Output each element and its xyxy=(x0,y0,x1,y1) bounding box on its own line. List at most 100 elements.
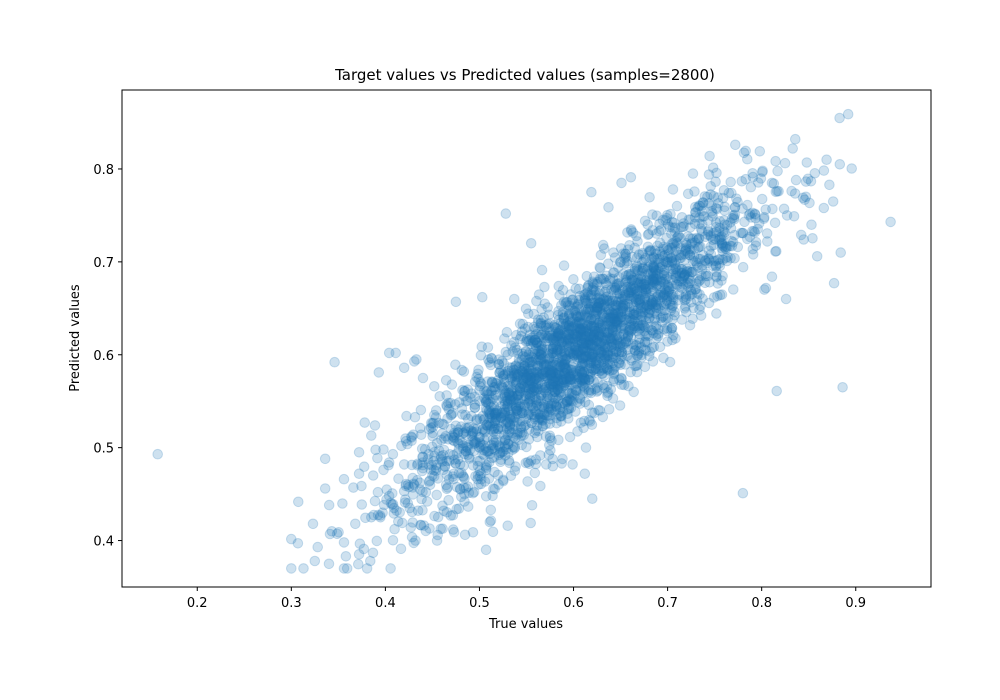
scatter-point xyxy=(754,146,766,157)
scatter-point xyxy=(611,278,623,290)
scatter-point xyxy=(559,362,571,373)
scatter-point xyxy=(824,179,835,191)
scatter-point xyxy=(361,563,373,574)
scatter-point xyxy=(323,558,335,570)
scatter-point xyxy=(473,364,484,376)
scatter-point xyxy=(543,400,554,412)
scatter-point xyxy=(487,393,499,405)
scatter-point xyxy=(548,336,560,348)
scatter-point xyxy=(366,512,377,523)
scatter-point xyxy=(596,346,608,358)
scatter-point xyxy=(781,210,793,221)
scatter-point xyxy=(749,208,761,220)
scatter-point xyxy=(408,537,420,549)
scatter-point xyxy=(431,437,443,449)
scatter-point xyxy=(546,372,558,384)
scatter-point xyxy=(537,343,548,355)
scatter-point xyxy=(540,360,551,371)
scatter-point xyxy=(593,298,605,309)
scatter-point xyxy=(443,494,454,506)
scatter-point xyxy=(400,480,412,492)
scatter-point xyxy=(577,344,589,356)
scatter-point xyxy=(423,459,434,470)
scatter-point xyxy=(711,266,722,278)
scatter-point xyxy=(699,211,710,222)
scatter-point xyxy=(462,423,473,434)
scatter-point xyxy=(529,467,541,479)
scatter-point xyxy=(693,241,705,253)
scatter-point xyxy=(514,427,526,439)
scatter-point xyxy=(562,395,574,407)
scatter-point xyxy=(505,470,517,482)
scatter-point xyxy=(624,240,635,251)
scatter-point xyxy=(563,322,575,334)
scatter-point xyxy=(702,191,713,203)
scatter-point xyxy=(579,468,591,480)
scatter-point xyxy=(644,245,655,257)
scatter-point xyxy=(582,282,593,294)
scatter-point xyxy=(523,407,534,419)
scatter-point xyxy=(476,473,487,485)
scatter-point xyxy=(369,420,381,431)
scatter-point xyxy=(451,481,463,493)
scatter-point xyxy=(772,165,783,177)
scatter-point xyxy=(629,265,641,277)
scatter-point xyxy=(554,290,565,301)
scatter-point xyxy=(487,490,498,502)
scatter-point xyxy=(747,243,759,255)
scatter-point xyxy=(621,281,633,293)
scatter-point xyxy=(835,247,847,258)
scatter-point xyxy=(771,385,783,397)
scatter-point xyxy=(770,246,781,257)
scatter-point xyxy=(587,284,598,296)
scatter-point xyxy=(484,408,496,420)
scatter-point xyxy=(821,154,832,165)
scatter-point xyxy=(558,336,570,348)
scatter-point xyxy=(599,383,610,394)
scatter-point xyxy=(446,379,458,390)
scatter-point xyxy=(430,412,442,423)
scatter-point xyxy=(480,491,492,502)
scatter-point xyxy=(424,479,436,491)
scatter-point xyxy=(512,369,524,380)
scatter-point xyxy=(573,311,585,322)
scatter-point xyxy=(665,324,677,335)
scatter-point xyxy=(637,263,649,274)
scatter-point xyxy=(615,243,627,254)
scatter-point xyxy=(566,294,578,306)
scatter-point xyxy=(633,297,645,308)
scatter-point xyxy=(683,281,694,293)
scatter-point xyxy=(542,302,553,313)
scatter-point xyxy=(846,163,858,174)
scatter-point xyxy=(415,520,427,531)
scatter-point xyxy=(431,463,442,474)
scatter-point xyxy=(411,354,422,365)
scatter-point xyxy=(659,255,671,267)
scatter-point xyxy=(516,363,528,375)
scatter-point xyxy=(729,252,740,264)
scatter-point xyxy=(319,483,331,494)
scatter-point xyxy=(560,394,571,406)
scatter-point xyxy=(400,494,411,505)
scatter-point xyxy=(563,309,575,321)
scatter-point xyxy=(604,294,616,306)
scatter-point xyxy=(676,273,688,285)
scatter-point xyxy=(575,327,587,338)
scatter-point xyxy=(760,282,772,294)
scatter-point xyxy=(499,441,511,453)
scatter-point xyxy=(837,382,848,393)
scatter-point xyxy=(569,328,580,340)
scatter-point xyxy=(543,406,555,418)
scatter-point xyxy=(514,333,526,345)
scatter-point xyxy=(460,426,472,437)
scatter-point xyxy=(353,468,365,480)
scatter-point xyxy=(549,381,560,393)
scatter-point xyxy=(372,452,383,464)
scatter-point xyxy=(576,350,587,361)
scatter-point xyxy=(543,378,555,389)
scatter-point xyxy=(417,451,429,463)
scatter-point xyxy=(510,361,521,372)
scatter-point xyxy=(747,225,758,237)
scatter-point xyxy=(679,245,691,257)
scatter-point xyxy=(397,517,408,529)
